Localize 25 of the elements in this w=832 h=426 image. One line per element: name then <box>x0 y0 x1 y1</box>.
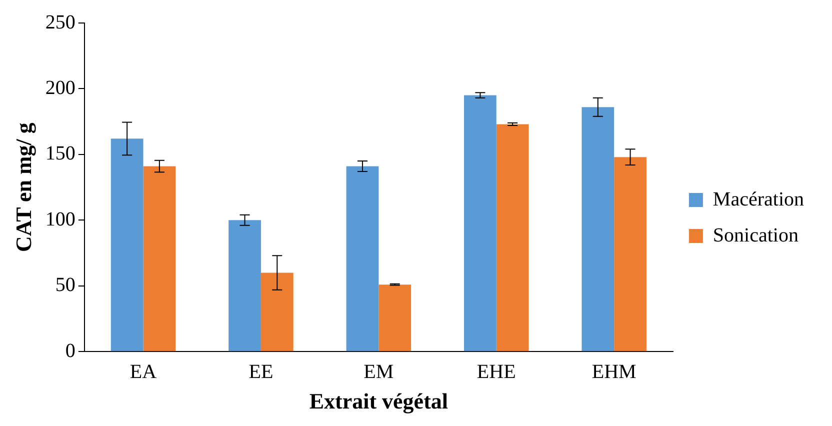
bar <box>346 166 379 352</box>
x-tick-label: EE <box>248 360 274 383</box>
bar <box>143 166 176 352</box>
y-tick-label: 50 <box>55 274 76 296</box>
bar <box>110 138 144 352</box>
bar <box>464 95 496 352</box>
y-tick-label: 150 <box>45 142 76 165</box>
y-tick-label: 250 <box>45 11 76 34</box>
legend-label: Sonication <box>712 224 798 246</box>
x-tick-label: EM <box>364 360 394 383</box>
y-tick-label: 0 <box>65 340 76 362</box>
x-tick-label: EHM <box>592 360 637 383</box>
y-axis-title: CAT en mg/ g <box>10 122 36 252</box>
x-axis-title: Extrait végétal <box>309 388 448 414</box>
bar <box>378 284 412 352</box>
bar <box>614 157 646 352</box>
bar <box>582 107 614 352</box>
y-tick-label: 100 <box>45 208 76 230</box>
bar <box>228 220 261 352</box>
bar <box>260 272 294 352</box>
legend-label: Macération <box>712 188 804 210</box>
x-tick-label: EHE <box>476 360 516 383</box>
y-tick-label: 200 <box>45 76 76 99</box>
x-tick-label: EA <box>130 360 158 383</box>
bar <box>496 124 529 352</box>
